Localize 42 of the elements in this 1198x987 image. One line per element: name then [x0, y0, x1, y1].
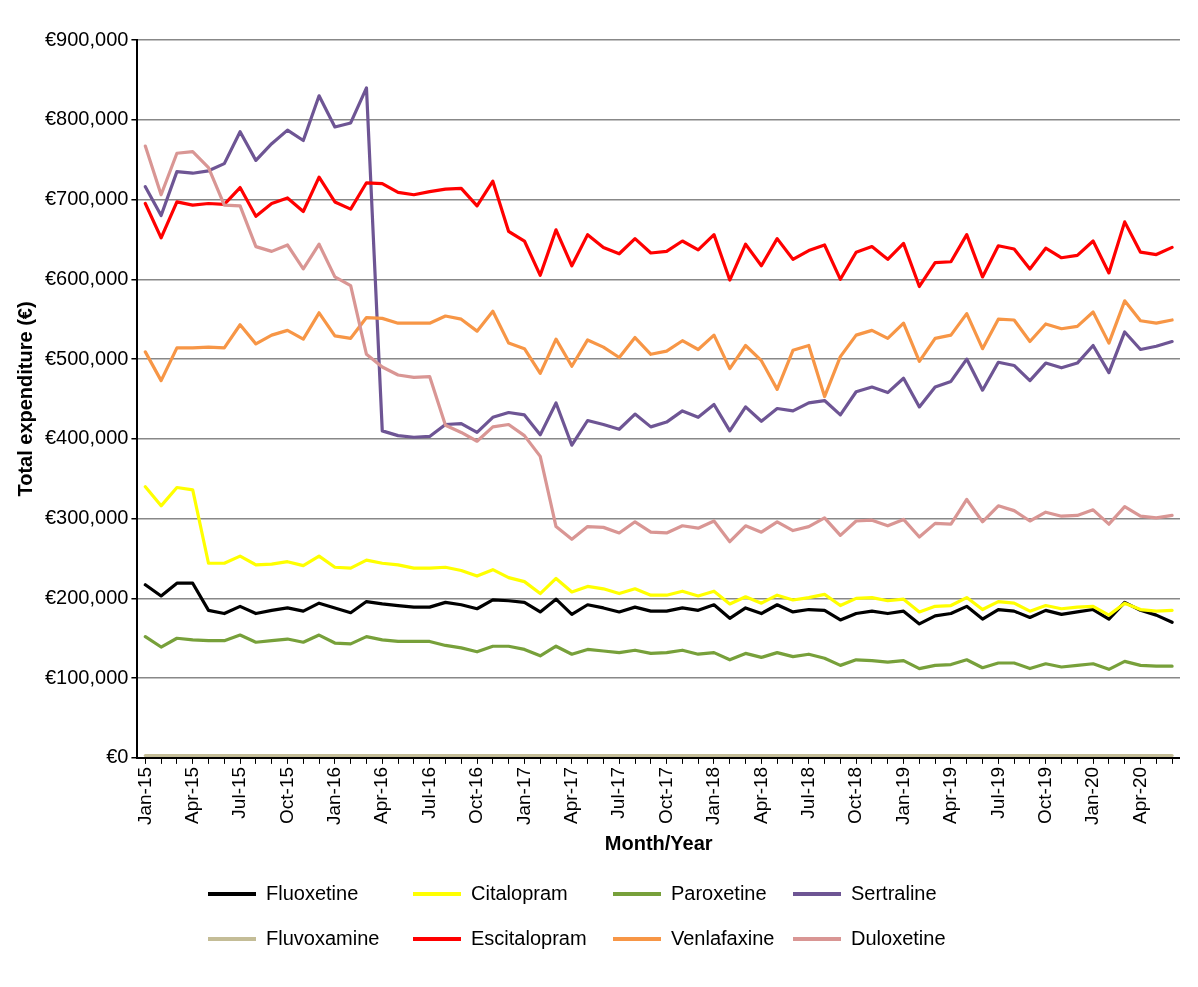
y-tick-label: €400,000: [45, 426, 129, 449]
legend-label: Duloxetine: [851, 927, 946, 950]
x-tick-label: Jul-17: [607, 766, 629, 819]
x-tick-label: Oct-16: [465, 766, 487, 824]
legend-label: Citalopram: [471, 882, 568, 905]
x-tick-label: Apr-18: [749, 766, 771, 824]
legend-label: Escitalopram: [471, 927, 587, 950]
x-tick-label: Jul-19: [986, 766, 1008, 819]
x-tick-label: Jan-17: [512, 766, 534, 826]
legend-label: Venlafaxine: [671, 927, 775, 950]
x-tick-label: Jul-15: [228, 766, 250, 819]
x-tick-label: Apr-16: [370, 766, 392, 824]
y-tick-label: €0: [106, 745, 129, 768]
y-tick-label: €900,000: [45, 27, 129, 50]
legend-label: Paroxetine: [671, 882, 767, 905]
x-tick-label: Jul-18: [797, 766, 818, 819]
x-tick-label: Jan-15: [133, 766, 155, 826]
x-tick-label: Apr-20: [1128, 766, 1150, 824]
y-tick-label: €500,000: [45, 346, 129, 369]
y-tick-label: €300,000: [45, 506, 129, 529]
x-tick-label: Oct-17: [654, 766, 676, 824]
x-tick-label: Jan-18: [702, 766, 724, 826]
x-tick-label: Oct-19: [1033, 766, 1055, 824]
y-tick-label: €600,000: [45, 266, 129, 289]
y-axis-title: Total expenditure (€): [13, 301, 36, 497]
legend-label: Fluoxetine: [266, 882, 359, 905]
y-tick-label: €800,000: [45, 107, 129, 130]
x-tick-label: Jul-16: [417, 766, 439, 819]
y-tick-label: €200,000: [45, 585, 129, 608]
x-tick-label: Jan-20: [1081, 766, 1103, 826]
y-tick-label: €100,000: [45, 665, 129, 688]
legend-label: Fluvoxamine: [266, 927, 380, 950]
y-tick-label: €700,000: [45, 187, 129, 210]
x-tick-label: Oct-18: [844, 766, 866, 824]
x-tick-label: Apr-19: [939, 766, 961, 824]
x-tick-label: Jan-16: [323, 766, 345, 826]
legend-label: Sertraline: [851, 882, 937, 905]
x-tick-label: Jan-19: [891, 766, 913, 826]
x-axis-title: Month/Year: [604, 831, 713, 854]
x-tick-label: Apr-17: [560, 766, 582, 824]
x-tick-label: Oct-15: [275, 766, 297, 824]
x-tick-label: Apr-15: [180, 766, 202, 824]
